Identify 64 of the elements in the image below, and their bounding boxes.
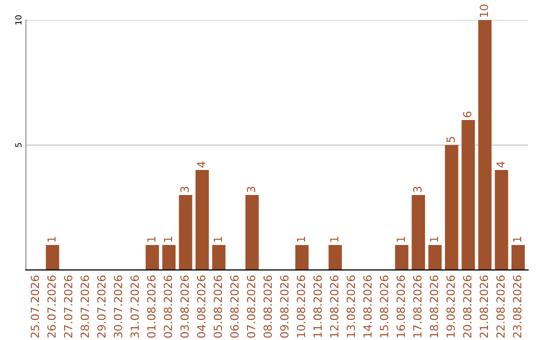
data-label: 1 xyxy=(47,236,56,242)
x-tick-label: 27.07.2026 xyxy=(64,276,72,338)
x-tick-label: 10.08.2026 xyxy=(296,276,306,338)
data-label: 6 xyxy=(463,112,472,118)
x-tick-label: 14.08.2026 xyxy=(363,276,372,338)
data-label: 3 xyxy=(413,186,422,192)
bar xyxy=(494,170,508,270)
bar xyxy=(295,244,309,270)
data-label: 1 xyxy=(147,236,156,242)
data-label: 1 xyxy=(430,236,438,242)
data-label: 4 xyxy=(197,162,206,168)
x-tick-label: 28.07.2026 xyxy=(80,276,90,338)
bar xyxy=(412,194,426,270)
x-tick-label: 06.08.2026 xyxy=(230,276,239,338)
data-label: 1 xyxy=(396,236,405,242)
data-label: 3 xyxy=(246,186,256,192)
bar xyxy=(196,170,209,270)
x-tick-label: 30.07.2026 xyxy=(114,276,122,338)
x-tick-label: 03.08.2026 xyxy=(180,276,189,338)
bar xyxy=(245,194,259,270)
x-tick-label: 21.08.2026 xyxy=(480,276,488,338)
bar xyxy=(328,244,342,270)
x-tick-label: 18.08.2026 xyxy=(430,276,438,338)
x-tick-label: 16.08.2026 xyxy=(396,276,405,338)
bar xyxy=(511,244,525,270)
x-tick-label: 29.07.2026 xyxy=(97,276,106,338)
x-tick-label: 20.08.2026 xyxy=(463,276,472,338)
x-tick-label: 09.08.2026 xyxy=(280,276,289,338)
data-label: 1 xyxy=(513,236,522,242)
x-tick-label: 11.08.2026 xyxy=(313,276,322,338)
x-tick-label: 26.07.2026 xyxy=(47,276,56,338)
x-tick-label: 01.08.2026 xyxy=(147,276,156,338)
bar xyxy=(162,244,176,270)
data-label: 1 xyxy=(164,236,172,242)
x-tick-label: 31.07.2026 xyxy=(130,276,139,338)
x-tick-label: 12.08.2026 xyxy=(330,276,338,338)
bar xyxy=(428,244,442,270)
x-tick-label: 13.08.2026 xyxy=(346,276,356,338)
data-label: 1 xyxy=(214,236,222,242)
x-tick-label: 23.08.2026 xyxy=(512,276,522,338)
x-tick-label: 02.08.2026 xyxy=(164,276,172,338)
data-label: 1 xyxy=(296,236,306,242)
bar xyxy=(178,194,192,270)
data-label: 3 xyxy=(180,186,189,192)
x-tick-label: 22.08.2026 xyxy=(496,276,505,338)
x-tick-label: 19.08.2026 xyxy=(446,276,455,338)
bar xyxy=(478,20,492,270)
x-tick-label: 15.08.2026 xyxy=(380,276,388,338)
data-label: 5 xyxy=(446,136,455,142)
x-tick-label: 05.08.2026 xyxy=(214,276,222,338)
x-tick-label: 08.08.2026 xyxy=(264,276,272,338)
data-label: 1 xyxy=(330,236,338,242)
data-label: 10 xyxy=(480,4,488,17)
data-label: 4 xyxy=(496,162,505,168)
bar xyxy=(146,244,159,270)
x-tick-label: 04.08.2026 xyxy=(197,276,206,338)
bar xyxy=(46,244,60,270)
x-tick-label: 25.07.2026 xyxy=(30,276,40,338)
bar xyxy=(395,244,408,270)
bar xyxy=(212,244,226,270)
x-tick-label: 07.08.2026 xyxy=(246,276,256,338)
bar xyxy=(444,145,458,270)
bar xyxy=(462,120,475,270)
x-tick-label: 17.08.2026 xyxy=(413,276,422,338)
